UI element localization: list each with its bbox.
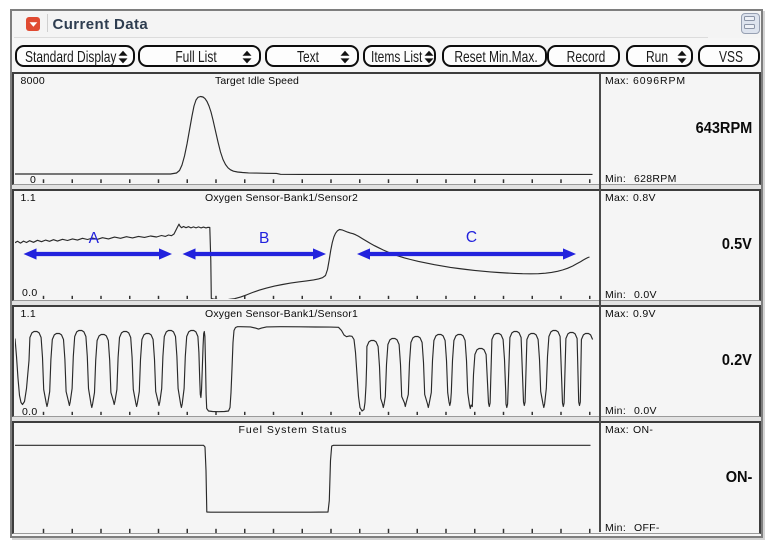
svg-text:C: C: [465, 228, 476, 245]
svg-text:A: A: [88, 229, 99, 246]
svg-text:B: B: [259, 229, 269, 246]
